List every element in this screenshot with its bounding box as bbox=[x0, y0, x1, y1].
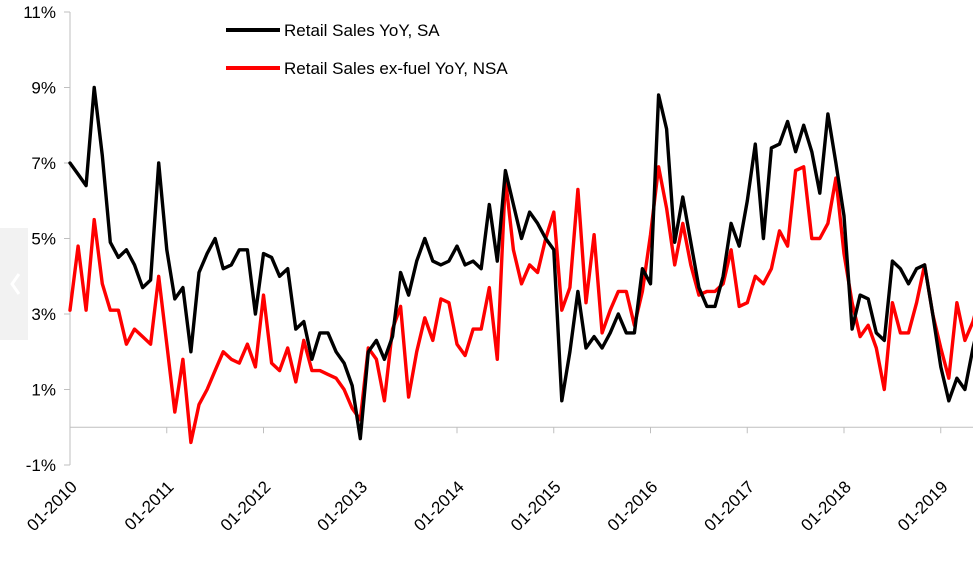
y-tick-label: 3% bbox=[31, 305, 56, 324]
x-tick-label: 01-2012 bbox=[217, 477, 275, 535]
x-tick-label: 01-2013 bbox=[314, 477, 372, 535]
x-tick-label: 01-2019 bbox=[894, 477, 952, 535]
series-line-retail-sales-ex-fuel-yoy-nsa bbox=[68, 165, 973, 445]
series-line-retail-sales-yoy-sa bbox=[68, 85, 973, 441]
axes: -1% 1% 3% 5% 7% 9% 11% 01-2010 01-2011 01-2012 01-… bbox=[23, 3, 973, 535]
y-tick-label: 11% bbox=[23, 3, 56, 22]
y-tick-label: -1% bbox=[26, 456, 56, 475]
legend-entry-label: Retail Sales ex-fuel YoY, NSA bbox=[284, 59, 508, 78]
y-tick-label: 7% bbox=[31, 154, 56, 173]
series-layer bbox=[68, 85, 973, 445]
side-scroll-arrow[interactable] bbox=[0, 228, 28, 340]
legend-entry-label: Retail Sales YoY, SA bbox=[284, 21, 440, 40]
x-tick-label: 01-2017 bbox=[701, 477, 759, 535]
x-tick-label: 01-2015 bbox=[507, 477, 565, 535]
y-tick-label: 9% bbox=[31, 79, 56, 98]
x-tick-label: 01-2014 bbox=[410, 477, 468, 535]
y-tick-label: 1% bbox=[31, 381, 56, 400]
x-tick-label: 01-2016 bbox=[604, 477, 662, 535]
x-tick-label: 01-2011 bbox=[121, 477, 178, 534]
legend: Retail Sales YoY, SA Retail Sales ex-fuel… bbox=[226, 21, 508, 78]
x-tick-label: 01-2018 bbox=[797, 477, 855, 535]
x-tick-label: 01-2010 bbox=[23, 477, 81, 535]
y-tick-label: 5% bbox=[31, 230, 56, 249]
